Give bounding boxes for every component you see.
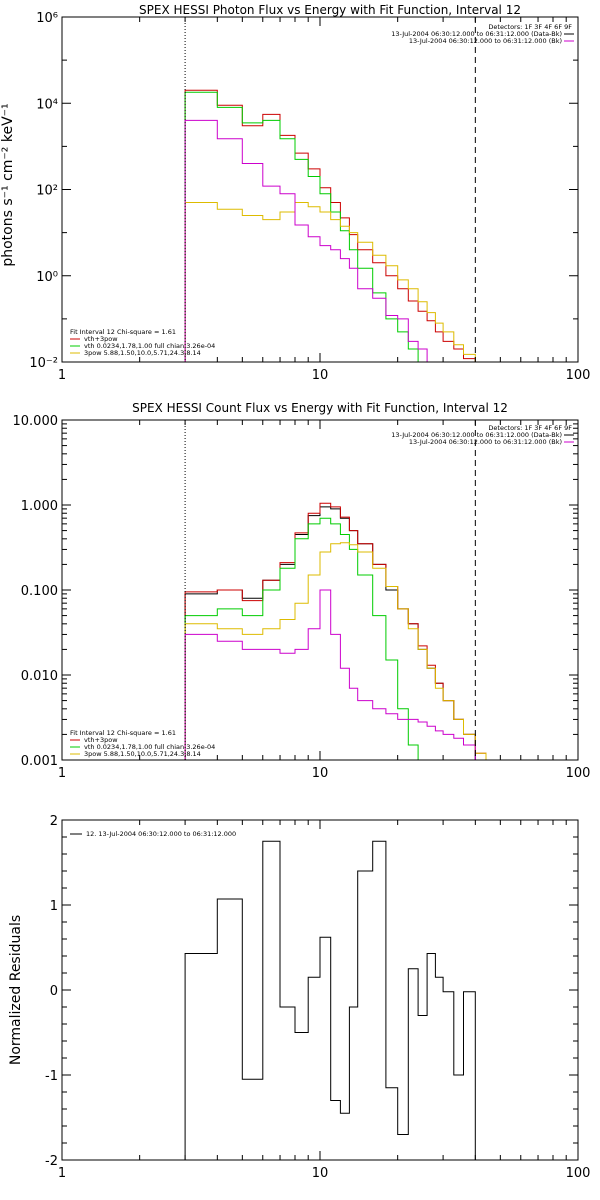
photon-axis-ticks: 1 10 100 10⁻² 10⁰ 10² 10⁴ 10⁶ — [29, 11, 590, 383]
y-tick-label: 0.100 — [21, 584, 58, 599]
photon-chart-title: SPEX HESSI Photon Flux vs Energy with Fi… — [139, 3, 521, 17]
photon-info-data-bk: 13-Jul-2004 06:30:12.000 to 06:31:12.000… — [391, 30, 562, 38]
count-fit-title: Fit Interval 12 Chi-square = 1.61 — [70, 729, 176, 737]
count-series-lines — [184, 502, 487, 761]
x-tick-label: 1 — [58, 766, 66, 781]
resid-legend-text: 12. 13-Jul-2004 06:30:12.000 to 06:31:12… — [86, 830, 236, 838]
x-tick-label: 10 — [312, 1166, 329, 1181]
count-reference-lines — [184, 420, 476, 760]
series-line-vth — [184, 91, 428, 363]
resid-series-lines — [184, 840, 476, 1160]
x-tick-label: 1 — [58, 368, 66, 383]
count-axis-ticks: 1 10 100 0.001 0.010 0.100 1.000 10.000 — [13, 414, 591, 781]
y-tick-label: 10.000 — [13, 414, 59, 429]
y-tick-label: 2 — [50, 814, 58, 829]
y-tick-label: 10² — [36, 184, 58, 199]
y-tick-label: 10⁶ — [36, 11, 58, 26]
photon-flux-panel: SPEX HESSI Photon Flux vs Energy with Fi… — [0, 3, 590, 383]
y-tick-label: 10⁰ — [36, 270, 58, 285]
photon-fit-vth: vth 0.0234,1.78,1.00 full chian 3.26e-04 — [84, 342, 215, 350]
series-line-bk — [184, 589, 476, 760]
photon-detectors-text: Detectors: 1F 3F 4F 6F 9F — [488, 23, 572, 31]
y-tick-label: 1.000 — [21, 499, 58, 514]
x-tick-label: 10 — [312, 368, 329, 383]
resid-legend: 12. 13-Jul-2004 06:30:12.000 to 06:31:12… — [70, 830, 236, 838]
y-tick-label: 0.001 — [21, 754, 58, 769]
photon-fit-total: vth+3pow — [84, 335, 118, 343]
count-fit-legend: Fit Interval 12 Chi-square = 1.61 vth+3p… — [70, 729, 215, 758]
count-fit-vth: vth 0.0234,1.78,1.00 full chian 3.26e-04 — [84, 743, 215, 751]
count-flux-panel: SPEX HESSI Count Flux vs Energy with Fit… — [13, 401, 591, 781]
photon-fit-legend: Fit Interval 12 Chi-square = 1.61 vth+3p… — [70, 328, 215, 357]
x-tick-label: 100 — [566, 368, 591, 383]
photon-fit-pow: 3pow 5.88,1.50,10.0,5.71,24.3,8.14 — [84, 349, 201, 357]
photon-info-box: Detectors: 1F 3F 4F 6F 9F 13-Jul-2004 06… — [391, 23, 574, 45]
count-fit-total: vth+3pow — [84, 736, 118, 744]
resid-axis-ticks: 1 10 100 -2 -1 0 1 2 — [45, 814, 590, 1181]
y-tick-label: 10⁴ — [36, 97, 58, 112]
resid-y-axis-label: Normalized Residuals — [8, 915, 24, 1065]
y-tick-label: 1 — [50, 899, 58, 914]
count-fit-pow: 3pow 5.88,1.50,10.0,5.71,24.3,8.14 — [84, 750, 201, 758]
x-tick-label: 10 — [312, 766, 329, 781]
resid-plot-frame — [61, 819, 579, 1161]
series-line-pow — [184, 202, 486, 363]
count-info-data-bk: 13-Jul-2004 06:30:12.000 to 06:31:12.000… — [391, 431, 562, 439]
y-tick-label: -2 — [45, 1154, 58, 1169]
y-tick-label: 0 — [50, 984, 58, 999]
count-chart-title: SPEX HESSI Count Flux vs Energy with Fit… — [132, 401, 508, 415]
y-tick-label: 10⁻² — [29, 356, 58, 371]
count-info-bk: 13-Jul-2004 06:30:12.000 to 06:31:12.000… — [409, 438, 562, 446]
series-line-total — [184, 502, 487, 760]
count-plot-frame — [61, 419, 579, 761]
x-tick-label: 100 — [566, 766, 591, 781]
series-line-vth — [184, 517, 428, 761]
series-line-pow — [184, 542, 487, 760]
y-tick-label: 0.010 — [21, 669, 58, 684]
x-tick-label: 100 — [566, 1166, 591, 1181]
series-line-total — [184, 89, 486, 363]
residuals-panel: Normalized Residuals 1 10 100 -2 -1 0 1 2 12. 1… — [8, 814, 590, 1181]
photon-fit-title: Fit Interval 12 Chi-square = 1.61 — [70, 328, 176, 336]
photon-plot-frame — [61, 16, 579, 363]
count-info-box: Detectors: 1F 3F 4F 6F 9F 13-Jul-2004 06… — [391, 424, 574, 446]
y-tick-label: -1 — [45, 1069, 58, 1084]
photon-info-bk: 13-Jul-2004 06:30:12.000 to 06:31:12.000… — [409, 37, 562, 45]
photon-y-axis-label: photons s⁻¹ cm⁻² keV⁻¹ — [0, 103, 16, 266]
photon-reference-lines — [184, 17, 476, 362]
x-tick-label: 1 — [58, 1166, 66, 1181]
photon-series-lines — [184, 89, 486, 363]
series-line-resid — [184, 840, 476, 1160]
count-detectors-text: Detectors: 1F 3F 4F 6F 9F — [488, 424, 572, 432]
series-line-bk — [184, 119, 486, 363]
